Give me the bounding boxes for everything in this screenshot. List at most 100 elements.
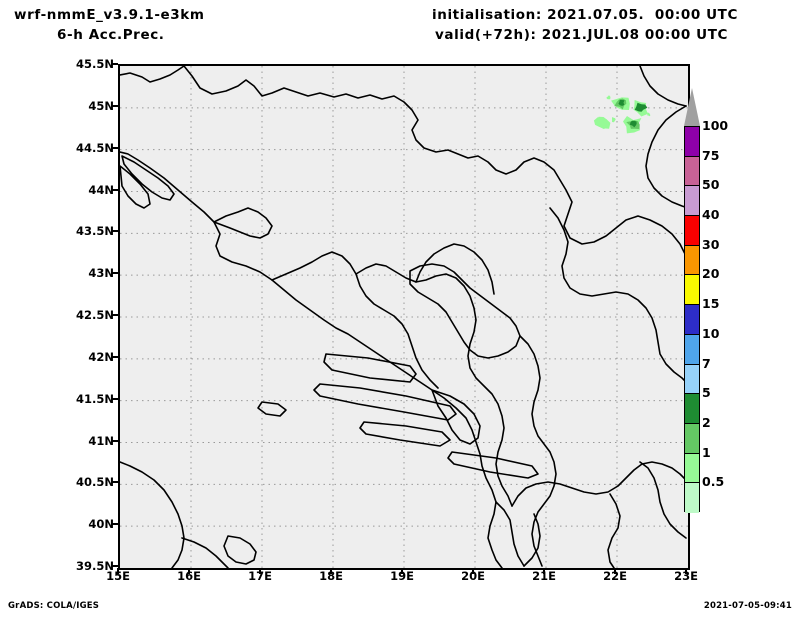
- latitude-tick: 41.5N: [48, 392, 114, 406]
- longitude-tick-label: 15E: [106, 569, 130, 583]
- longitude-tick: 21E: [516, 569, 572, 585]
- colorbar-tick-label: 15: [702, 296, 720, 312]
- valid-time: valid(+72h): 2021.JUL.08 00:00 UTC: [435, 27, 729, 43]
- longitude-tick-label: 20E: [461, 569, 485, 583]
- colorbar-tick-label: 7: [702, 355, 711, 371]
- colorbar-tick-label: 2: [702, 414, 711, 430]
- colorbar: [684, 88, 700, 513]
- longitude-tick-mark: [117, 568, 119, 574]
- latitude-tick: 40N: [48, 517, 114, 531]
- initialisation-time: initialisation: 2021.07.05. 00:00 UTC: [432, 7, 739, 23]
- latitude-tick: 42N: [48, 350, 114, 364]
- latitude-tick: 44.5N: [48, 141, 114, 155]
- colorbar-tick-labels: 100 75 50 40 30 20 15 10 7 5 2 1 0.5: [702, 88, 762, 528]
- latitude-tick: 42.5N: [48, 308, 114, 322]
- longitude-tick: 23E: [658, 569, 714, 585]
- longitude-tick-mark: [472, 568, 474, 574]
- colorbar-band: [685, 216, 699, 246]
- colorbar-tick-label: 30: [702, 236, 720, 252]
- colorbar-tick-label: 100: [702, 118, 729, 133]
- latitude-tick: 41N: [48, 434, 114, 448]
- colorbar-bands: [684, 126, 700, 513]
- latitude-tick-label: 44.5N: [76, 140, 114, 155]
- longitude-tick: 18E: [303, 569, 359, 585]
- latitude-tick: 43N: [48, 266, 114, 280]
- colorbar-band: [685, 423, 699, 454]
- latitude-tick-mark: [112, 272, 118, 275]
- colorbar-band: [685, 275, 699, 306]
- colorbar-tick-label: 20: [702, 266, 720, 282]
- longitude-tick-label: 22E: [603, 569, 627, 583]
- latitude-tick-label: 41N: [88, 433, 114, 448]
- colorbar-band: [685, 483, 699, 513]
- longitude-tick-mark: [614, 568, 616, 574]
- longitude-tick: 16E: [161, 569, 217, 585]
- colorbar-tick-label: 5: [702, 385, 711, 401]
- colorbar-band: [685, 245, 699, 276]
- colorbar-band: [685, 334, 699, 365]
- colorbar-band: [685, 186, 699, 217]
- colorbar-tick-label: 50: [702, 177, 720, 193]
- latitude-tick-label: 40.5N: [76, 475, 114, 490]
- latitude-axis: 39.5N 40N 40.5N 41N 41.5N 42N 42.5N 43N 43.5N 44N…: [48, 57, 114, 573]
- latitude-tick-label: 44N: [88, 182, 114, 197]
- colorbar-tick-label: 0.5: [702, 474, 725, 490]
- latitude-tick-mark: [112, 565, 118, 567]
- longitude-tick-mark: [188, 568, 190, 574]
- latitude-tick-label: 42N: [88, 349, 114, 364]
- latitude-tick-label: 43N: [88, 266, 114, 281]
- colorbar-band: [685, 364, 699, 395]
- longitude-tick-mark: [543, 568, 545, 574]
- latitude-tick-mark: [112, 397, 118, 400]
- longitude-tick: 22E: [587, 569, 643, 585]
- longitude-axis: 15E 16E 17E 18E 19E 20E 21E 22E 23E: [106, 569, 698, 589]
- latitude-tick-mark: [112, 355, 118, 358]
- header: wrf-nmmE_v3.9.1-e3km 6-h Acc.Prec. initi…: [0, 0, 800, 55]
- latitude-tick: 40.5N: [48, 475, 114, 489]
- grid-lines: [120, 66, 688, 568]
- map-plot-area: [118, 64, 690, 570]
- latitude-tick-label: 39.5N: [76, 559, 114, 573]
- coastline-border-layer: [120, 66, 688, 568]
- latitude-tick-mark: [112, 188, 118, 191]
- longitude-tick-label: 16E: [177, 569, 201, 583]
- latitude-tick-label: 40N: [88, 517, 114, 532]
- latitude-tick-label: 45N: [88, 98, 114, 113]
- colorbar-tick-label: 40: [702, 207, 720, 223]
- colorbar-cap-triangle-icon: [684, 88, 700, 126]
- longitude-tick: 19E: [374, 569, 430, 585]
- longitude-tick-mark: [259, 568, 261, 574]
- colorbar-band: [685, 394, 699, 424]
- latitude-tick-mark: [112, 104, 118, 107]
- footer-timestamp: 2021-07-05-09:41: [703, 601, 792, 611]
- latitude-tick-label: 45.5N: [76, 57, 114, 71]
- latitude-tick-mark: [112, 230, 118, 233]
- map-canvas: [120, 66, 688, 568]
- colorbar-band: [685, 305, 699, 335]
- longitude-tick-label: 18E: [319, 569, 343, 583]
- latitude-tick-mark: [112, 481, 118, 484]
- field-title: 6-h Acc.Prec.: [57, 27, 165, 43]
- longitude-tick-mark: [401, 568, 403, 574]
- longitude-tick-label: 17E: [248, 569, 272, 583]
- latitude-tick: 45N: [48, 99, 114, 113]
- latitude-tick-label: 42.5N: [76, 308, 114, 322]
- longitude-tick-label: 19E: [390, 569, 414, 583]
- latitude-tick-mark: [112, 314, 118, 316]
- latitude-tick: 44N: [48, 183, 114, 197]
- latitude-tick-mark: [112, 439, 118, 442]
- colorbar-tick-label: 75: [702, 147, 720, 163]
- latitude-tick: 45.5N: [48, 57, 114, 71]
- footer: GrADS: COLA/IGES 2021-07-05-09:41: [0, 596, 800, 618]
- colorbar-band: [685, 156, 699, 187]
- footer-credit: GrADS: COLA/IGES: [8, 601, 100, 611]
- latitude-tick-mark: [112, 146, 118, 149]
- longitude-tick-mark: [685, 568, 687, 574]
- colorbar-tick-label: 1: [702, 444, 711, 460]
- colorbar-band: [685, 127, 699, 157]
- longitude-tick: 17E: [232, 569, 288, 585]
- longitude-tick-label: 23E: [674, 569, 698, 583]
- latitude-tick-label: 43.5N: [76, 224, 114, 239]
- colorbar-tick-label: 10: [702, 325, 720, 341]
- latitude-tick: 39.5N: [48, 559, 114, 573]
